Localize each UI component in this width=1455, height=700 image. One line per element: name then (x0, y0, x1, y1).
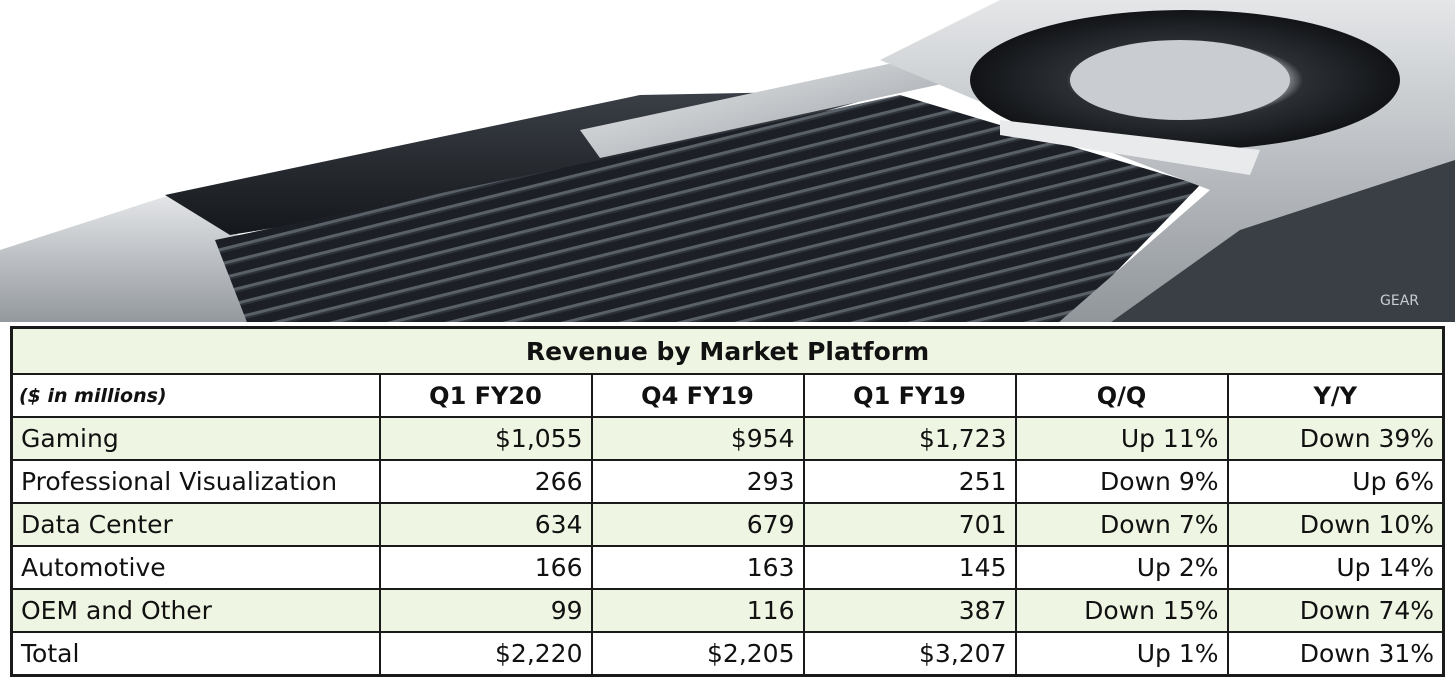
cell-value: 701 (802, 502, 1017, 547)
cell-value: 145 (802, 545, 1017, 590)
unit-label: ($ in millions) (10, 373, 381, 418)
row-label: Gaming (10, 416, 381, 461)
fan-hub (1070, 40, 1290, 120)
cell-value: 99 (378, 588, 593, 633)
cell-value: $3,207 (802, 631, 1017, 677)
cell-value: 634 (378, 502, 593, 547)
cell-value: 679 (590, 502, 805, 547)
heatsink-fins (215, 95, 1200, 322)
cell-value: 387 (802, 588, 1017, 633)
revenue-table-container: Revenue by Market Platform ($ in million… (10, 326, 1446, 677)
col-header: Q1 FY19 (802, 373, 1017, 418)
silver-accent-right (1000, 120, 1260, 175)
row-label: Professional Visualization (10, 459, 381, 504)
cell-value: Up 11% (1014, 416, 1229, 461)
cell-value: Up 2% (1014, 545, 1229, 590)
cell-value: Up 6% (1226, 459, 1445, 504)
cell-value: 166 (378, 545, 593, 590)
hero-gpu-image: GEAR (0, 0, 1455, 322)
cell-value: $1,055 (378, 416, 593, 461)
row-label: Total (10, 631, 381, 677)
cell-value: 266 (378, 459, 593, 504)
table-row: Gaming $1,055 $954 $1,723 Up 11% Down 39… (10, 416, 1445, 461)
table-row: Professional Visualization 266 293 251 D… (10, 459, 1445, 504)
table-row: Data Center 634 679 701 Down 7% Down 10% (10, 502, 1445, 547)
table-row: Automotive 166 163 145 Up 2% Up 14% (10, 545, 1445, 590)
watermark: GEAR (1380, 293, 1419, 309)
col-header: Q/Q (1014, 373, 1229, 418)
row-label: Data Center (10, 502, 381, 547)
col-header: Y/Y (1226, 373, 1445, 418)
col-header: Q1 FY20 (378, 373, 593, 418)
cell-value: Down 7% (1014, 502, 1229, 547)
cell-value: Down 74% (1226, 588, 1445, 633)
row-label: OEM and Other (10, 588, 381, 633)
header-row: ($ in millions) Q1 FY20 Q4 FY19 Q1 FY19 … (10, 373, 1445, 418)
cell-value: $2,205 (590, 631, 805, 677)
table-row: OEM and Other 99 116 387 Down 15% Down 7… (10, 588, 1445, 633)
cell-value: Down 39% (1226, 416, 1445, 461)
table-row-total: Total $2,220 $2,205 $3,207 Up 1% Down 31… (10, 631, 1445, 677)
cell-value: $1,723 (802, 416, 1017, 461)
gpu-cooler-illustration: GEAR (0, 0, 1455, 322)
cell-value: $954 (590, 416, 805, 461)
cell-value: Up 14% (1226, 545, 1445, 590)
cell-value: $2,220 (378, 631, 593, 677)
revenue-table: Revenue by Market Platform ($ in million… (10, 326, 1446, 677)
cell-value: Down 9% (1014, 459, 1229, 504)
cell-value: 293 (590, 459, 805, 504)
cell-value: 163 (590, 545, 805, 590)
shroud-right-dark (1111, 160, 1455, 322)
cell-value: Down 31% (1226, 631, 1445, 677)
cell-value: Up 1% (1014, 631, 1229, 677)
silver-accent (580, 55, 960, 158)
col-header: Q4 FY19 (590, 373, 805, 418)
table-title: Revenue by Market Platform (10, 326, 1445, 375)
row-label: Automotive (10, 545, 381, 590)
cell-value: 251 (802, 459, 1017, 504)
cell-value: 116 (590, 588, 805, 633)
cell-value: Down 15% (1014, 588, 1229, 633)
cell-value: Down 10% (1226, 502, 1445, 547)
